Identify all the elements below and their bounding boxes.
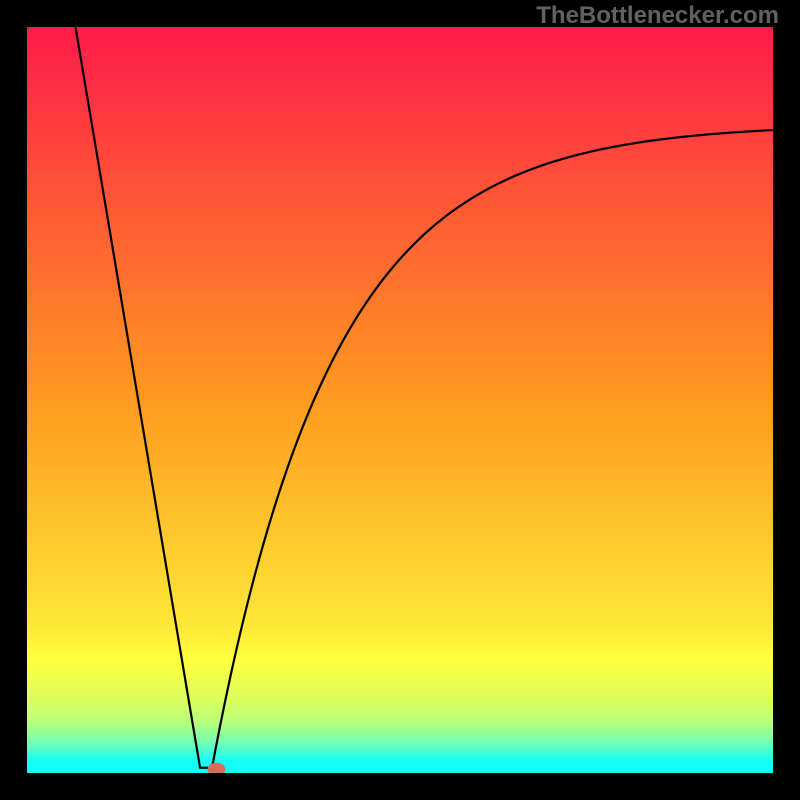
frame-border — [0, 773, 800, 800]
watermark-text: TheBottlenecker.com — [536, 2, 779, 30]
frame-border — [773, 0, 800, 800]
bottleneck-chart — [0, 0, 800, 800]
frame-border — [0, 0, 27, 800]
